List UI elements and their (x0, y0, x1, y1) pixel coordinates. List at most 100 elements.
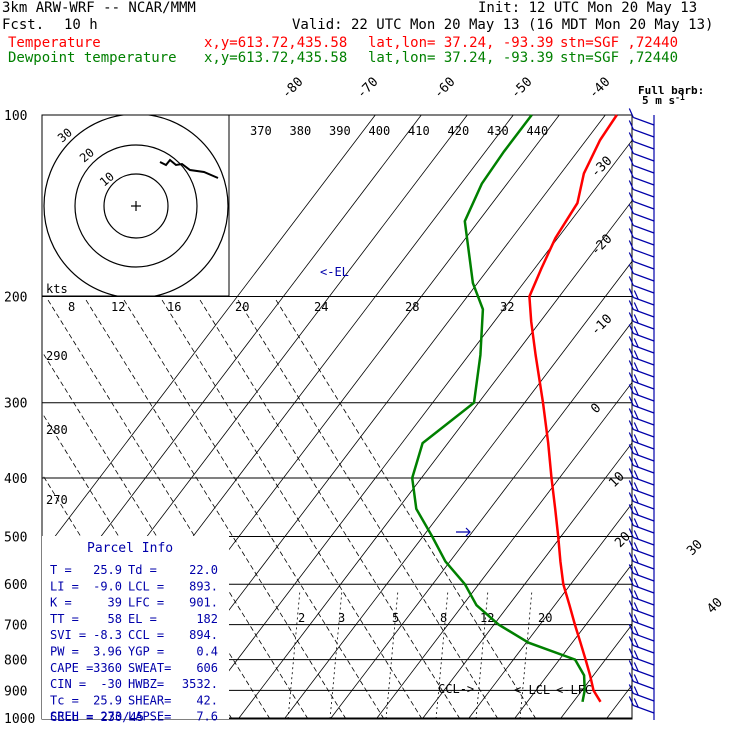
wind-barb (628, 456, 655, 474)
adiabat-line (47, 299, 309, 719)
isotherm-line (283, 260, 632, 719)
parcel-info-cell: 893. (189, 579, 218, 593)
parcel-info-cell: LAPSE= (128, 710, 171, 724)
parcel-info-cell: SVI = (50, 628, 86, 642)
isotherm-line (191, 139, 632, 719)
el-annotation: <-EL (320, 265, 349, 279)
wind-barb (628, 168, 655, 186)
theta-e-label: 410 (408, 124, 430, 138)
mixing-ratio-label: 12 (480, 611, 494, 625)
parcel-info-cell: Tc = (50, 693, 79, 707)
hodograph-ring-inner (103, 173, 169, 239)
isotherm-tick-label: -10 (588, 312, 615, 339)
isotherm-line (467, 502, 632, 719)
hodo-speed-label: 24 (314, 300, 328, 314)
mixing-ratio-line (435, 589, 449, 719)
wind-barb (628, 660, 655, 678)
wind-barb (628, 228, 655, 246)
mixing-ratio-label: 2 (298, 611, 305, 625)
parcel-info-cell: HWBZ= (128, 677, 164, 691)
hodo-speed-label: 16 (167, 300, 181, 314)
wind-barb (628, 144, 655, 162)
isotherm-line (559, 623, 632, 719)
adiabat-line (275, 299, 537, 719)
wind-barb (628, 408, 655, 426)
dewpoint-station: stn=SGF ,72440 (560, 50, 679, 66)
isotherm-tick-label: -70 (354, 75, 381, 102)
wind-barb (628, 324, 655, 342)
theta-e-label: 380 (290, 124, 312, 138)
parcel-info-cell: 606 (196, 661, 218, 675)
theta-e-label: 420 (448, 124, 470, 138)
wind-barb (628, 348, 655, 366)
parcel-info-cell: 58 (108, 612, 122, 626)
lcl-annotation: <-LCL (514, 683, 550, 697)
wind-barb (628, 360, 655, 378)
wind-barb (628, 420, 655, 438)
adiabat-line (161, 299, 423, 719)
hodo-units-label: kts (46, 282, 68, 296)
wind-arrow-marker (456, 527, 471, 537)
wind-barb (628, 384, 655, 402)
parcel-info-cell: 894. (189, 628, 218, 642)
theta-e-label: 440 (527, 124, 549, 138)
mixing-ratio-label: 5 (392, 611, 399, 625)
pressure-tick-label: 500 (4, 530, 27, 545)
wind-barb (628, 312, 655, 330)
parcel-info-cell: 3360 (93, 661, 122, 675)
parcel-info-cell: CCL = (128, 628, 164, 642)
wind-barb (628, 276, 655, 294)
wind-barb (628, 216, 655, 234)
parcel-info-cell: -30 (100, 677, 122, 691)
wind-barbs (628, 108, 655, 714)
forecast-hour: 10 h (64, 17, 98, 33)
mixing-ratio-line (475, 589, 489, 719)
theta-label: 290 (46, 349, 68, 363)
wind-barb (628, 648, 655, 666)
wind-barb (628, 600, 655, 618)
pressure-tick-label: 100 (4, 109, 27, 124)
parcel-info-cell: 901. (189, 596, 218, 610)
wind-barb (628, 156, 655, 174)
mixing-ratio-line (329, 589, 343, 719)
hodo-speed-label: 12 (111, 300, 125, 314)
hodo-speed-label: 20 (235, 300, 249, 314)
isotherm-line (375, 381, 632, 719)
parcel-info-cell: 25.9 (93, 563, 122, 577)
isotherm-tick-label: 30 (684, 537, 706, 559)
parcel-info-cell: LI = (50, 579, 79, 593)
parcel-info-cell: 22.0 (189, 563, 218, 577)
wind-barb (628, 252, 655, 270)
valid-time: Valid: 22 UTC Mon 20 May 13 (16 MDT Mon … (292, 17, 714, 33)
pressure-tick-label: 900 (4, 684, 27, 699)
parcel-info-cell: CAPE = (50, 661, 93, 675)
hodograph-inset: 10 20 30 (41, 114, 230, 297)
mixing-ratio-labels: 2 3 5 8 12 20 (298, 611, 552, 625)
wind-barb (628, 576, 655, 594)
isotherm-tick-label: 40 (704, 595, 726, 617)
parcel-info-cell: SREH = (50, 710, 93, 724)
wind-barb (628, 492, 655, 510)
isotherm-tick-label: -20 (588, 232, 615, 259)
mixing-ratio-line (519, 589, 533, 719)
wind-barb (628, 504, 655, 522)
dewpoint-curve (410, 114, 586, 703)
parcel-info-title: Parcel Info (87, 541, 173, 556)
parcel-info-cell: 7.6 (196, 710, 218, 724)
parcel-info-cell: 42. (196, 693, 218, 707)
wind-barb (628, 612, 655, 630)
parcel-info-cell: 3.96 (93, 645, 122, 659)
parcel-info-cell: K = (50, 596, 72, 610)
parcel-info-rows: T = 25.9 Td = 22.0 LI = -9.0 LCL = 893. K = 39 LFC… (50, 563, 218, 724)
adiabat-line (237, 299, 499, 719)
hodograph-trace (159, 158, 219, 179)
forecast-label: Fcst. (2, 17, 45, 33)
parcel-info-cell: LCL = (128, 579, 164, 593)
isotherm-line (605, 684, 632, 719)
parcel-info-cell: 182 (196, 612, 218, 626)
pressure-tick-label: 400 (4, 472, 27, 487)
wind-barb (628, 108, 655, 126)
wind-barb (628, 624, 655, 642)
